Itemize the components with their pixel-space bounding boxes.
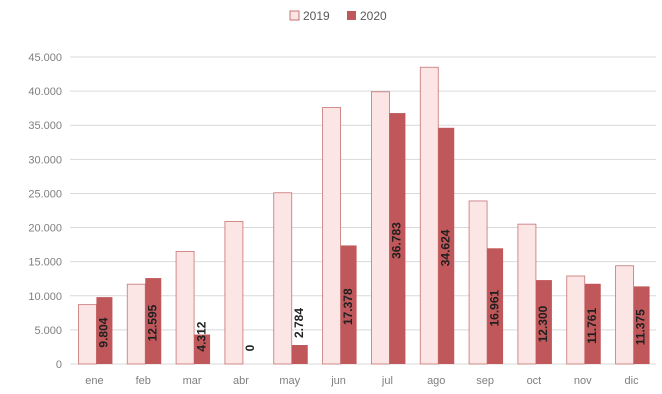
bar-2019-jul	[371, 91, 390, 365]
legend: 2019 2020	[289, 9, 387, 23]
bar-2019-nov	[566, 275, 586, 365]
bar-2019-mar	[175, 251, 195, 365]
data-label-2020-abr: 0	[243, 344, 257, 351]
bar-2020-jun	[340, 245, 357, 364]
bar-2020-feb	[145, 278, 162, 364]
y-tick-label: 5.000	[34, 325, 62, 337]
data-label-2020-sep: 16.961	[487, 289, 501, 326]
bar-2019-may	[273, 192, 293, 365]
x-tick-label: ago	[427, 375, 445, 387]
bar-2020-sep	[487, 248, 504, 364]
bar-2020-oct	[535, 280, 552, 364]
bar-2019-jun	[322, 107, 341, 365]
y-tick-label: 15.000	[28, 257, 62, 269]
y-tick-label: 25.000	[28, 188, 62, 200]
data-label-2020-nov: 11.761	[585, 308, 599, 344]
data-label-2020-oct: 12.300	[536, 305, 550, 342]
x-tick-label: feb	[136, 375, 151, 387]
y-tick-label: 20.000	[28, 223, 62, 235]
data-label-2020-dic: 11.375	[634, 309, 648, 345]
x-tick-label: abr	[233, 375, 249, 387]
bar-2020-jul	[389, 113, 406, 364]
bar-2019-ago	[419, 66, 439, 365]
y-tick-label: 45.000	[28, 52, 62, 64]
gridlines	[70, 56, 656, 365]
bar-2020-mar	[194, 334, 211, 364]
x-tick-label: may	[279, 375, 300, 387]
legend-label-2020: 2020	[360, 9, 387, 23]
data-label-2020-ago: 34.624	[438, 229, 452, 266]
bar-2019-sep	[468, 200, 488, 365]
y-axis: 0 5.000 10.000 15.000 20.000 25.000 30.000 35.0…	[28, 52, 62, 371]
y-tick-label: 10.000	[28, 291, 62, 303]
bar-2020-dic	[633, 286, 650, 364]
x-tick-label: dic	[625, 375, 640, 387]
x-tick-label: nov	[574, 375, 592, 387]
bar-2020-ene	[96, 297, 113, 364]
bar-2019-feb	[126, 283, 146, 365]
legend-label-2019: 2019	[303, 9, 330, 23]
y-tick-label: 35.000	[28, 120, 62, 132]
bar-2019-dic	[615, 265, 634, 365]
legend-swatch-2020	[347, 11, 356, 20]
x-tick-label: oct	[527, 375, 542, 387]
x-axis: ene feb mar abr may jun jul ago sep oct nov dic	[85, 375, 639, 387]
bar-2020-nov	[584, 283, 601, 364]
legend-swatch-2019	[289, 10, 300, 21]
data-label-2020-may: 2.784	[292, 308, 306, 338]
bar-2019-oct	[517, 223, 537, 365]
y-tick-label: 30.000	[28, 154, 62, 166]
data-label-2020-mar: 4.312	[194, 321, 208, 351]
x-tick-label: sep	[476, 375, 494, 387]
bars	[78, 66, 650, 365]
x-tick-label: ene	[85, 375, 103, 387]
bar-2020-may	[291, 345, 308, 364]
data-labels: 9.804 12.595 4.312 0 2.784 17.378 36.783 34.624…	[97, 222, 648, 352]
data-label-2020-feb: 12.595	[145, 304, 159, 341]
y-tick-label: 0	[56, 359, 62, 371]
bar-2020-ago	[438, 127, 455, 364]
data-label-2020-jul: 36.783	[390, 222, 404, 259]
y-tick-label: 40.000	[28, 86, 62, 98]
bar-2019-abr	[224, 221, 244, 365]
x-tick-label: mar	[183, 375, 202, 387]
x-tick-label: jun	[330, 375, 346, 387]
bar-2019-ene	[78, 304, 97, 365]
data-label-2020-ene: 9.804	[97, 317, 111, 347]
data-label-2020-jun: 17.378	[341, 288, 355, 325]
x-tick-label: jul	[381, 375, 393, 387]
